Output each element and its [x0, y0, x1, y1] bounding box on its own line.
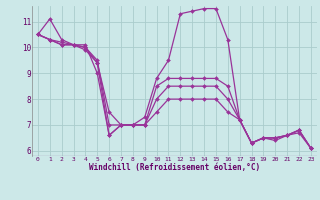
X-axis label: Windchill (Refroidissement éolien,°C): Windchill (Refroidissement éolien,°C)	[89, 163, 260, 172]
